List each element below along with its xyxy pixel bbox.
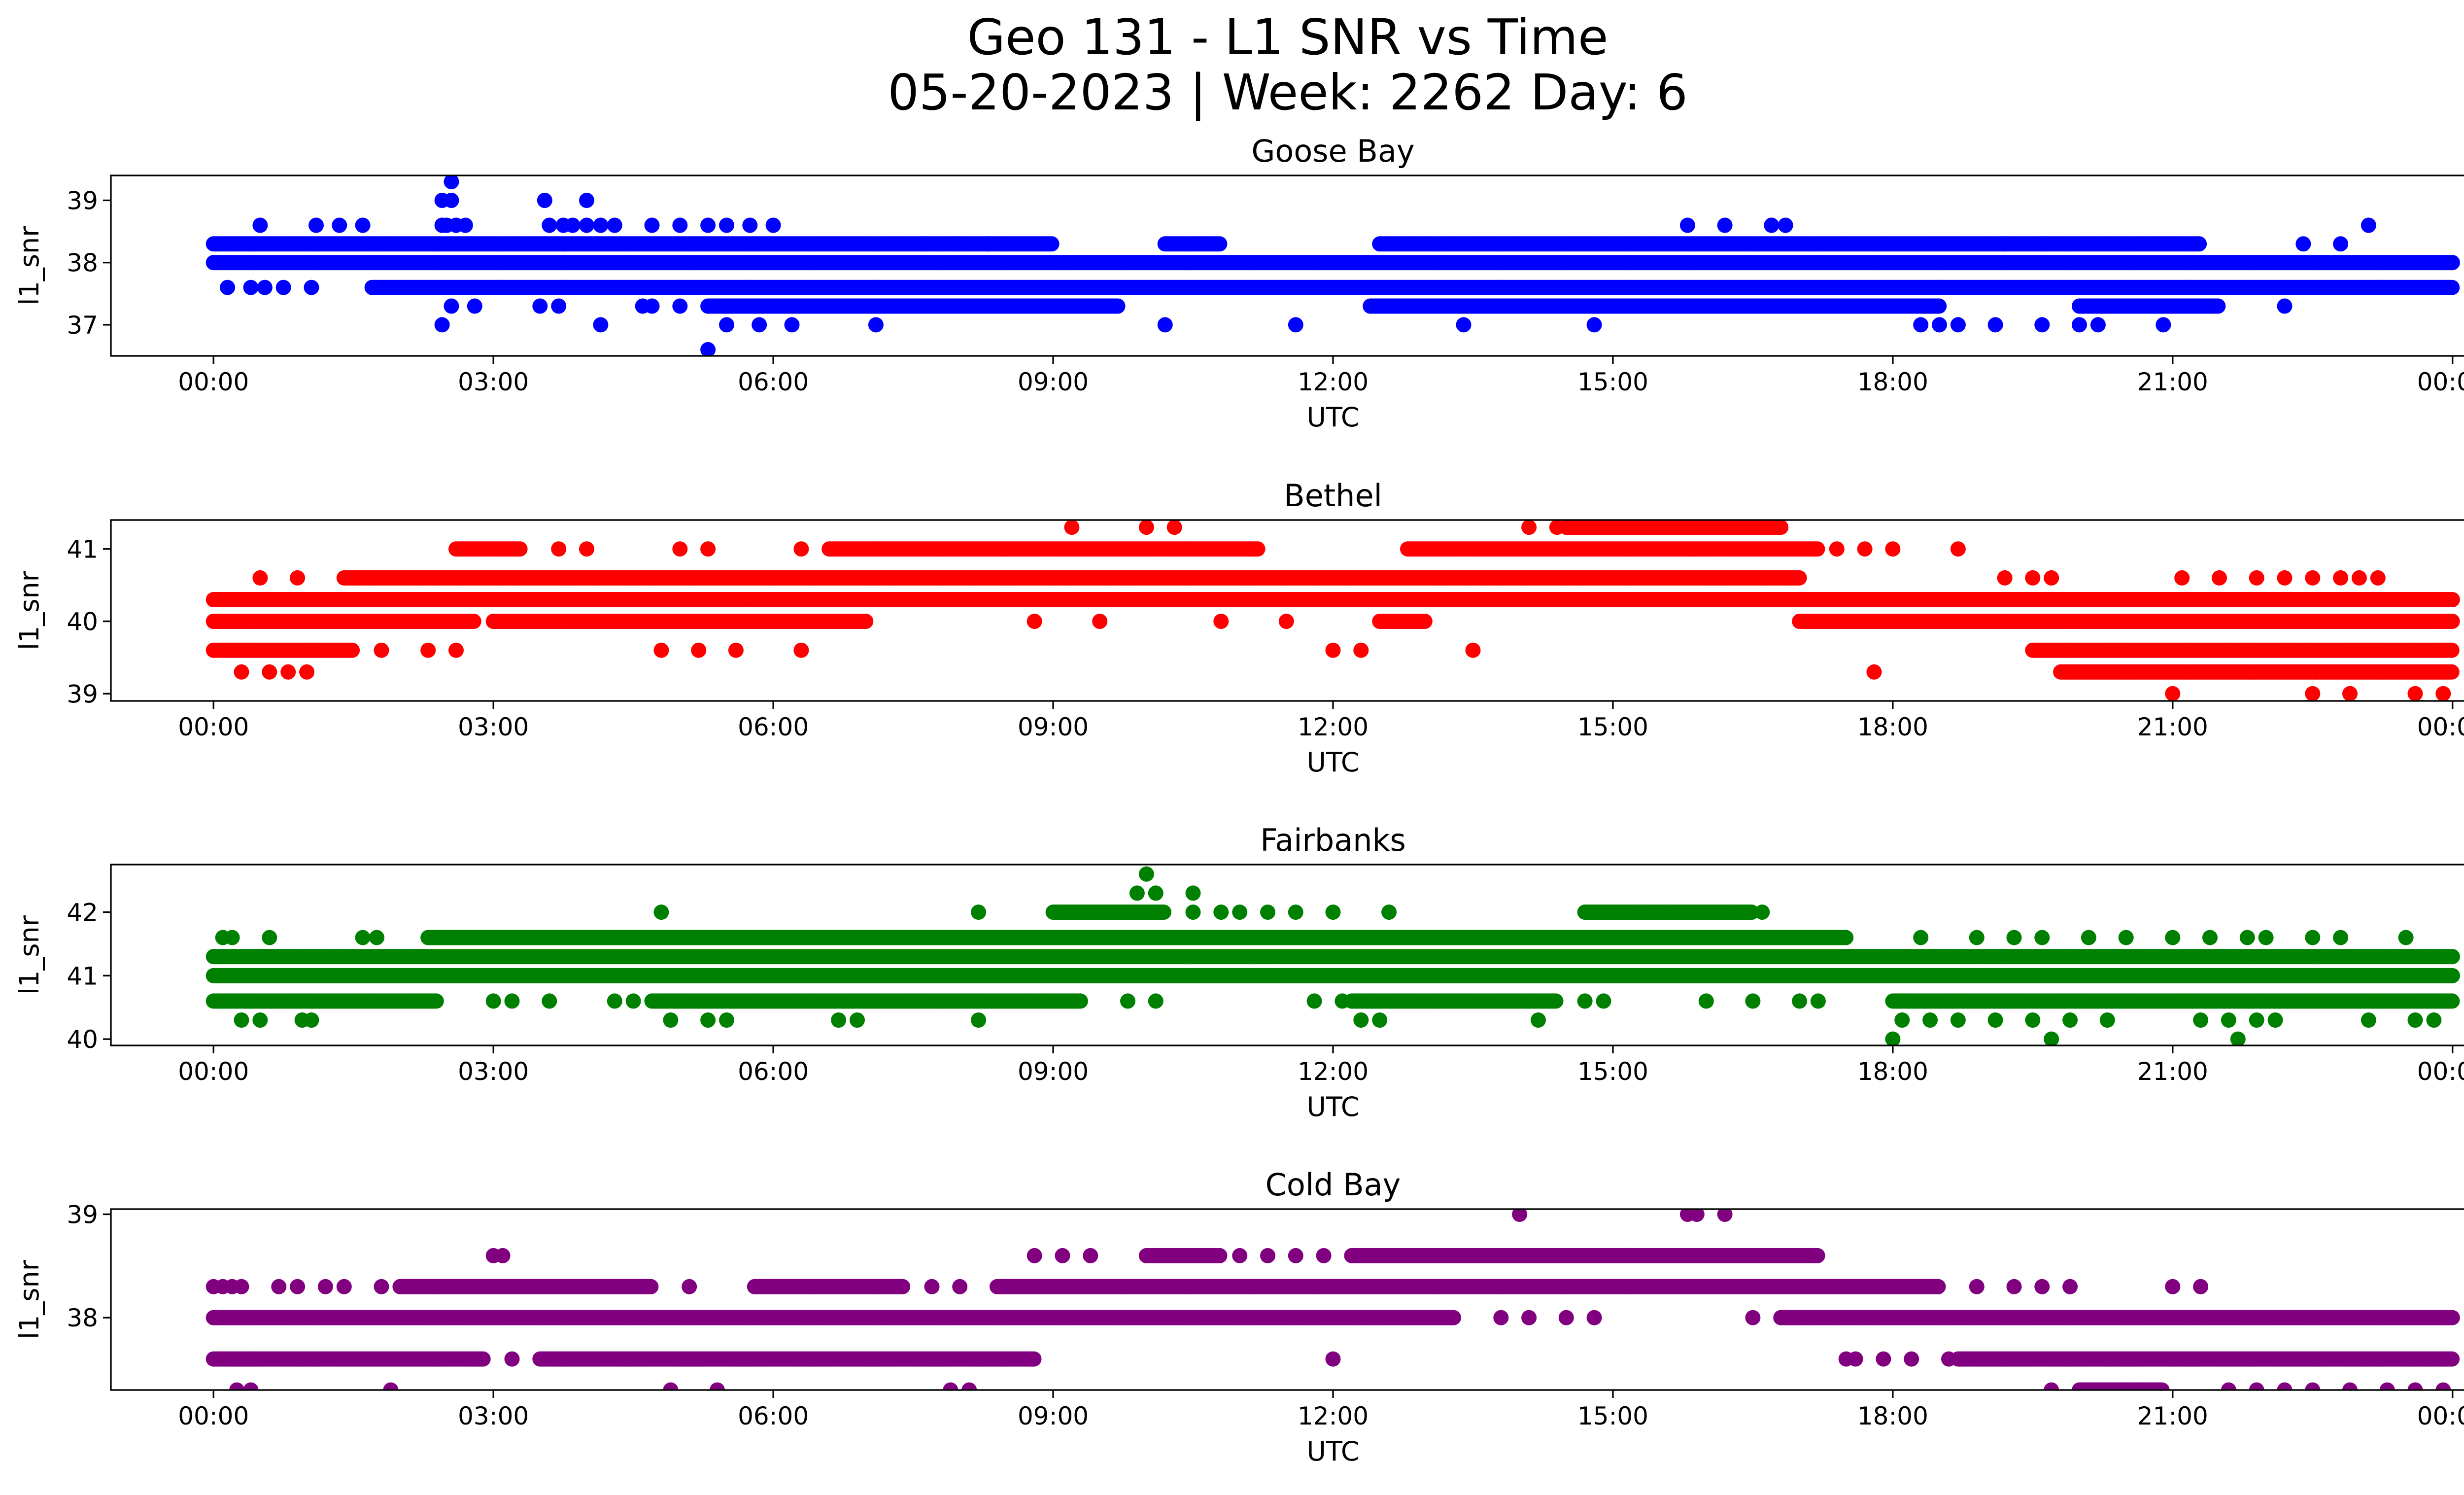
data-point: [868, 317, 884, 333]
data-point: [457, 217, 473, 233]
data-point: [1997, 236, 2013, 252]
y-tick-label: 37: [67, 311, 98, 340]
data-point: [1987, 317, 2003, 333]
y-tick-label: 39: [67, 186, 98, 215]
data-point: [444, 298, 459, 314]
data-point: [593, 317, 609, 333]
data-point: [243, 279, 259, 295]
x-tick-label: 00:00: [2417, 368, 2464, 396]
x-tick-label: 21:00: [2137, 368, 2208, 396]
data-point: [672, 217, 688, 233]
data-point: [355, 217, 371, 233]
data-point: [752, 317, 767, 333]
data-point: [784, 317, 800, 333]
data-point: [304, 279, 319, 295]
data-point: [2444, 279, 2460, 295]
data-point: [2361, 217, 2376, 233]
data-point: [2295, 236, 2311, 252]
data-point: [1778, 217, 1793, 233]
panel-title: Goose Bay: [1251, 133, 1414, 169]
data-point: [1931, 298, 1947, 314]
data-point: [467, 298, 482, 314]
x-tick-label: 18:00: [1857, 368, 1928, 396]
data-point: [1044, 236, 1060, 252]
data-point: [275, 279, 291, 295]
data-point: [1913, 317, 1929, 333]
data-point: [1932, 317, 1947, 333]
data-series: [205, 175, 2460, 356]
data-point: [2090, 317, 2106, 333]
data-point: [700, 217, 716, 233]
data-point: [1717, 217, 1733, 233]
data-point: [444, 193, 459, 208]
data-point: [1679, 217, 1695, 233]
chart-panels: Goose Bay 00:00 03:00 06:00 09:00 12:00 15:00 1…: [14, 133, 2464, 1467]
data-point: [2210, 298, 2226, 314]
x-tick-label: 12:00: [1298, 368, 1369, 396]
y-axis-label: l1_snr: [14, 226, 45, 306]
data-point: [257, 279, 273, 295]
data-point: [1819, 298, 1835, 314]
data-point: [537, 193, 552, 208]
data-point: [332, 217, 347, 233]
panel-title: Bethel: [1284, 478, 1382, 514]
data-point: [742, 217, 758, 233]
data-point: [542, 217, 557, 233]
y-tick-label: 38: [67, 249, 98, 278]
data-point: [700, 342, 716, 356]
data-point: [915, 236, 930, 252]
x-tick-label: 15:00: [1577, 368, 1648, 396]
data-point: [2034, 317, 2050, 333]
figure-title-line-2: 05-20-2023 | Week: 2262 Day: 6: [888, 64, 1687, 121]
x-tick-label: 09:00: [1018, 368, 1089, 396]
data-point: [2277, 298, 2293, 314]
data-point: [952, 236, 968, 252]
data-point: [593, 217, 609, 233]
x-tick-label: 03:00: [458, 368, 529, 396]
data-point: [565, 217, 581, 233]
data-point: [1792, 298, 1808, 314]
data-point: [1456, 317, 1472, 333]
data-point: [551, 298, 567, 314]
data-point: [2444, 255, 2460, 271]
data-point: [2333, 236, 2349, 252]
data-point: [434, 317, 450, 333]
data-point: [1157, 317, 1173, 333]
chart-panel-goose-bay: Goose Bay 00:00 03:00 06:00 09:00 12:00 15:00 1…: [14, 133, 2464, 433]
x-tick-label: 00:00: [178, 368, 249, 396]
data-series: [205, 520, 2460, 701]
data-point: [308, 217, 324, 233]
data-point: [252, 217, 268, 233]
data-point: [1764, 217, 1780, 233]
figure-title-line-1: Geo 131 - L1 SNR vs Time: [967, 8, 1608, 66]
data-point: [672, 298, 688, 314]
data-point: [1212, 236, 1228, 252]
data-point: [579, 193, 594, 208]
data-point: [719, 217, 734, 233]
data-point: [644, 298, 660, 314]
data-point: [607, 217, 622, 233]
data-point: [1110, 298, 1126, 314]
x-tick-label: 06:00: [738, 368, 809, 396]
data-point: [1950, 317, 1966, 333]
data-point: [444, 175, 459, 190]
data-point: [719, 317, 734, 333]
data-point: [980, 236, 995, 252]
data-point: [2191, 236, 2207, 252]
data-point: [1288, 317, 1303, 333]
data-point: [220, 279, 236, 295]
data-point: [579, 217, 594, 233]
data-point: [765, 217, 781, 233]
data-point: [2034, 236, 2050, 252]
data-point: [1586, 317, 1602, 333]
data-point: [2072, 317, 2087, 333]
x-axis-label: UTC: [1306, 402, 1359, 433]
data-point: [532, 298, 548, 314]
data-point: [644, 217, 660, 233]
data-point: [2156, 317, 2171, 333]
